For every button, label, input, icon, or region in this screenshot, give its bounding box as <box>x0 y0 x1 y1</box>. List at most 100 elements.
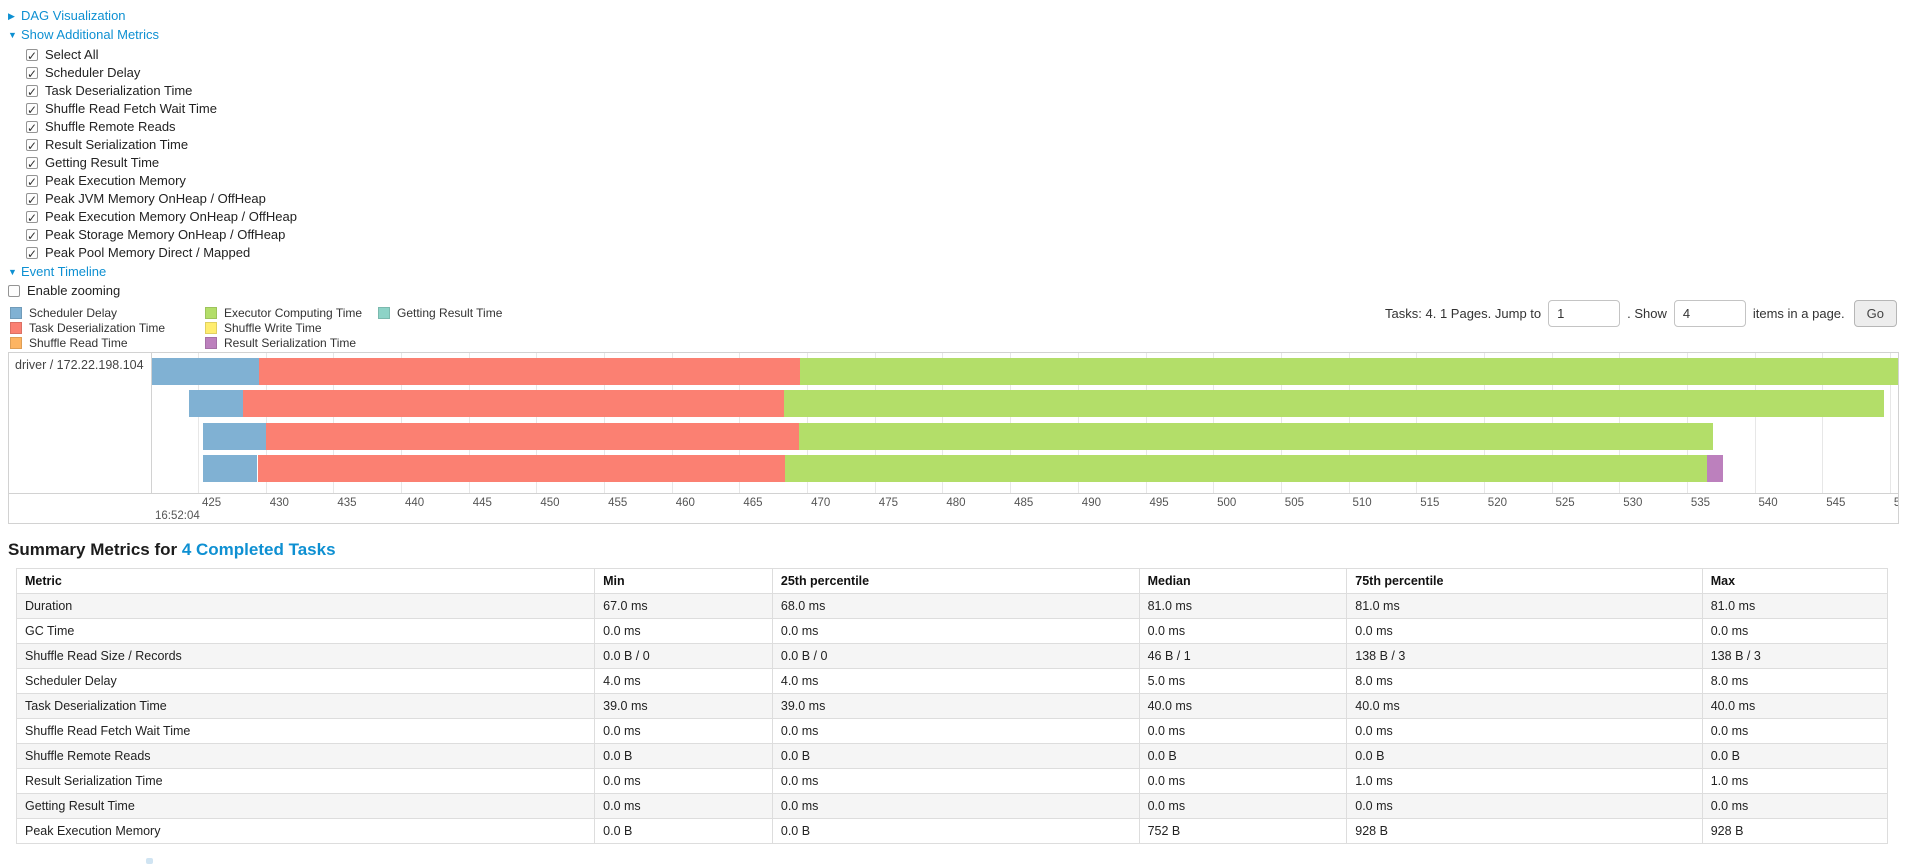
checkbox-checked-icon[interactable]: ✓ <box>26 139 38 153</box>
table-cell: 68.0 ms <box>771 593 1140 619</box>
metric-checkbox-item-peak-execution-memory-onheap-offheap[interactable]: ✓ Peak Execution Memory OnHeap / OffHeap <box>26 208 297 226</box>
show-text: . Show <box>1627 305 1667 321</box>
table-header-25th-percentile: 25th percentile <box>771 568 1140 594</box>
legend-label: Task Deserialization Time <box>29 321 166 335</box>
checkbox-checked-icon[interactable]: ✓ <box>26 211 38 225</box>
axis-gridline <box>1754 353 1756 493</box>
legend-swatch-shuffle-read <box>10 337 22 349</box>
checkbox-checked-icon[interactable]: ✓ <box>26 85 38 99</box>
metric-checkbox-item-shuffle-read-fetch-wait-time[interactable]: ✓ Shuffle Read Fetch Wait Time <box>26 100 297 118</box>
axis-tick-label: 430 <box>269 497 289 509</box>
task-3-segment-task-deserialization[interactable] <box>265 423 799 450</box>
table-header-median: Median <box>1138 568 1348 594</box>
task-4-segment-result-serialization[interactable] <box>1707 455 1724 482</box>
table-header-max: Max <box>1701 568 1889 594</box>
table-row-shuffle-read-fetch-wait-time: Shuffle Read Fetch Wait Time 0.0 ms 0.0 ms… <box>15 718 1889 744</box>
metric-checkbox-item-peak-execution-memory[interactable]: ✓ Peak Execution Memory <box>26 172 297 190</box>
metric-checkbox-label: Select All <box>45 47 99 62</box>
task-2-segment-executor-computing[interactable] <box>784 390 1885 417</box>
metric-checkbox-label: Peak Execution Memory <box>45 173 186 188</box>
dag-visualization-link[interactable]: DAG Visualization <box>21 8 126 23</box>
metric-checkbox-label: Peak JVM Memory OnHeap / OffHeap <box>45 191 266 206</box>
table-cell: 0.0 ms <box>771 793 1140 819</box>
metric-checkbox-item-getting-result-time[interactable]: ✓ Getting Result Time <box>26 154 297 172</box>
task-1-segment-scheduler-delay[interactable] <box>152 358 259 385</box>
check-icon: ✓ <box>27 193 38 207</box>
summary-metrics-table: Metric Min 25th percentile Median 75th perce… <box>15 568 1889 844</box>
items-per-page-input[interactable] <box>1673 299 1746 327</box>
task-4-segment-task-deserialization[interactable] <box>257 455 786 482</box>
metric-checkbox-item-peak-pool-memory-direct-mapped[interactable]: ✓ Peak Pool Memory Direct / Mapped <box>26 244 297 262</box>
table-cell: 0.0 ms <box>1138 768 1348 794</box>
checkbox-checked-icon[interactable]: ✓ <box>26 175 38 189</box>
task-3-segment-scheduler-delay[interactable] <box>203 423 266 450</box>
checkbox-checked-icon[interactable]: ✓ <box>26 49 38 63</box>
check-icon: ✓ <box>27 67 38 81</box>
axis-tick-label: 505 <box>1284 497 1304 509</box>
check-icon: ✓ <box>27 139 38 153</box>
metric-checkbox-item-peak-storage-memory-onheap-offheap[interactable]: ✓ Peak Storage Memory OnHeap / OffHeap <box>26 226 297 244</box>
metric-checkbox-item-result-serialization-time[interactable]: ✓ Result Serialization Time <box>26 136 297 154</box>
task-4-segment-executor-computing[interactable] <box>785 455 1708 482</box>
checkbox-checked-icon[interactable]: ✓ <box>26 193 38 207</box>
completed-tasks-link[interactable]: 4 Completed Tasks <box>181 540 336 559</box>
show-additional-metrics-toggle[interactable]: ▼ Show Additional Metrics <box>8 25 297 44</box>
task-2-segment-task-deserialization[interactable] <box>242 390 785 417</box>
table-cell: 0.0 ms <box>1138 718 1348 744</box>
metric-checkbox-item-peak-jvm-memory-onheap-offheap[interactable]: ✓ Peak JVM Memory OnHeap / OffHeap <box>26 190 297 208</box>
show-additional-metrics-link[interactable]: Show Additional Metrics <box>21 27 160 42</box>
axis-tick-label: 520 <box>1487 497 1507 509</box>
axis-tick-label: 525 <box>1555 497 1575 509</box>
stage-page-controls: ▶ DAG Visualization ▼ Show Additional Metr… <box>8 6 297 300</box>
items-in-page-text: items in a page. <box>1752 305 1845 321</box>
table-row-peak-execution-memory: Peak Execution Memory 0.0 B 0.0 B 752 B 928 … <box>15 818 1889 844</box>
axis-gridline <box>1822 353 1824 493</box>
legend-swatch-executor-computing <box>205 307 217 319</box>
event-timeline-link[interactable]: Event Timeline <box>21 264 107 279</box>
go-button[interactable]: Go <box>1853 299 1897 327</box>
table-cell: 0.0 ms <box>1701 618 1889 644</box>
enable-zooming-checkbox[interactable] <box>8 285 20 297</box>
checkbox-checked-icon[interactable]: ✓ <box>26 247 38 261</box>
checkbox-checked-icon[interactable]: ✓ <box>26 157 38 171</box>
table-cell: Scheduler Delay <box>15 668 596 694</box>
checkbox-checked-icon[interactable]: ✓ <box>26 67 38 81</box>
task-1-segment-executor-computing[interactable] <box>800 358 1898 385</box>
table-cell: Result Serialization Time <box>15 768 596 794</box>
legend-item-result-serialization: Result Serialization Time <box>205 336 378 351</box>
metric-checkbox-item-scheduler-delay[interactable]: ✓ Scheduler Delay <box>26 64 297 82</box>
axis-tick-label: 455 <box>608 497 628 509</box>
task-3-segment-executor-computing[interactable] <box>799 423 1713 450</box>
event-timeline-toggle[interactable]: ▼ Event Timeline <box>8 262 297 281</box>
table-cell: 138 B / 3 <box>1346 643 1703 669</box>
metric-checkbox-item-task-deserialization-time[interactable]: ✓ Task Deserialization Time <box>26 82 297 100</box>
checkbox-checked-icon[interactable]: ✓ <box>26 103 38 117</box>
table-cell: 0.0 ms <box>1346 618 1703 644</box>
legend-column: Executor Computing Time Shuffle Write Tim… <box>205 306 378 351</box>
dag-visualization-toggle[interactable]: ▶ DAG Visualization <box>8 6 297 25</box>
enable-zooming-row[interactable]: Enable zooming <box>8 281 297 300</box>
axis-tick-label: 500 <box>1217 497 1237 509</box>
jump-to-page-input[interactable] <box>1548 299 1621 327</box>
table-cell: 0.0 B <box>771 818 1140 844</box>
metric-checkbox-item-shuffle-remote-reads[interactable]: ✓ Shuffle Remote Reads <box>26 118 297 136</box>
checkbox-checked-icon[interactable]: ✓ <box>26 121 38 135</box>
metric-checkbox-label: Getting Result Time <box>45 155 160 170</box>
task-4-segment-scheduler-delay[interactable] <box>203 455 258 482</box>
axis-tick-label: 425 <box>202 497 222 509</box>
event-timeline-chart[interactable]: driver / 172.22.198.104 16:52:04 425 430 4… <box>8 352 1899 524</box>
table-row-task-deserialization-time: Task Deserialization Time 39.0 ms 39.0 ms 4… <box>15 693 1889 719</box>
axis-tick-label: 480 <box>946 497 966 509</box>
legend-swatch-getting-result <box>378 307 390 319</box>
table-cell: 40.0 ms <box>1138 693 1348 719</box>
axis-tick-label: 445 <box>472 497 492 509</box>
checkbox-checked-icon[interactable]: ✓ <box>26 229 38 243</box>
task-1-segment-task-deserialization[interactable] <box>258 358 801 385</box>
task-2-segment-scheduler-delay[interactable] <box>188 390 243 417</box>
legend-swatch-task-deserialization <box>10 322 22 334</box>
metric-checkbox-label: Peak Execution Memory OnHeap / OffHeap <box>45 209 297 224</box>
check-icon: ✓ <box>27 175 38 189</box>
legend-item-shuffle-write: Shuffle Write Time <box>205 321 378 336</box>
timeline-plot-area[interactable] <box>152 353 1898 493</box>
metric-checkbox-item-select-all[interactable]: ✓ Select All <box>26 46 297 64</box>
